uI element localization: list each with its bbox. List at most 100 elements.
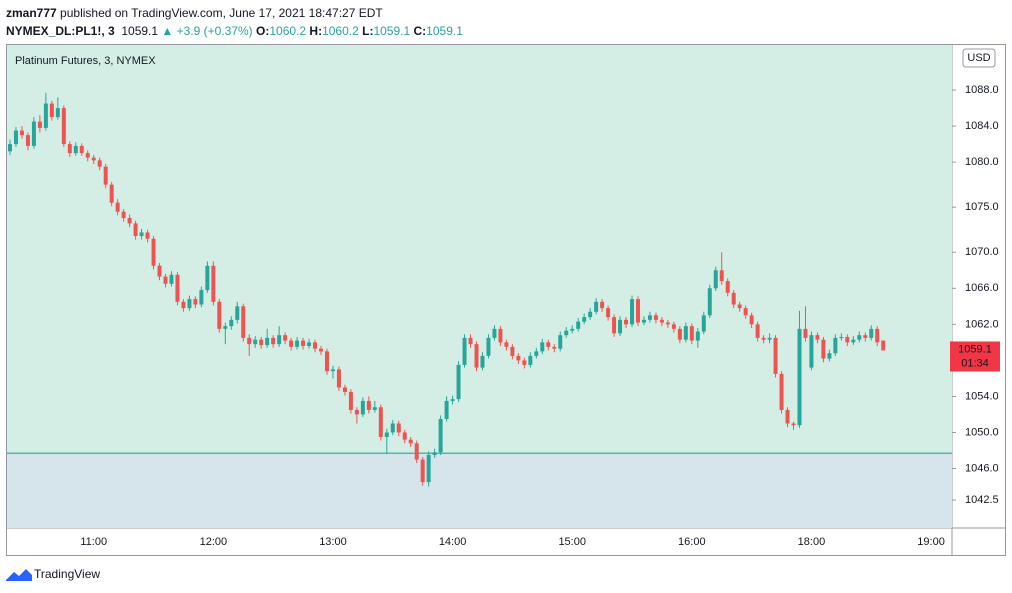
candle-body	[558, 335, 563, 349]
candle-body	[683, 326, 688, 340]
candle-body	[223, 326, 228, 329]
candle-body	[827, 353, 832, 359]
candle-body	[570, 328, 575, 331]
candle-body	[289, 340, 294, 347]
candle-body	[492, 328, 497, 338]
candle-body	[725, 281, 730, 293]
c: 1059.1	[426, 24, 463, 38]
candle-body	[761, 337, 766, 340]
candle-body	[241, 306, 246, 338]
candle-body	[49, 103, 54, 118]
h: 1060.2	[322, 24, 359, 38]
candle-body	[55, 108, 60, 118]
candle-body	[576, 321, 581, 329]
candle-body	[857, 335, 862, 340]
candle-body	[647, 315, 652, 320]
y-tick-label: 1088.0	[965, 84, 999, 96]
candle-body	[121, 211, 126, 219]
candle-body	[851, 339, 856, 343]
candle-body	[253, 339, 258, 345]
candle-body	[875, 328, 880, 343]
candle-body	[785, 409, 790, 424]
x-tick-label: 12:00	[200, 536, 228, 548]
candle-body	[115, 202, 120, 212]
candle-body	[336, 369, 341, 388]
y-tick-label: 1080.0	[965, 156, 999, 168]
candle-body	[342, 387, 347, 392]
x-tick-label: 19:00	[917, 536, 945, 548]
candle-body	[713, 270, 718, 289]
y-tick-label: 1046.0	[965, 462, 999, 474]
candle-body	[247, 337, 252, 345]
candle-body	[803, 328, 808, 338]
candle-body	[157, 265, 162, 277]
candle-body	[366, 400, 371, 410]
candle-body	[438, 418, 443, 453]
o-label: O:	[256, 24, 270, 38]
candle-body	[612, 317, 617, 334]
candle-body	[677, 328, 682, 340]
candle-body	[301, 340, 306, 346]
change: ▲ +3.9 (+0.37%)	[161, 24, 253, 38]
candle-body	[295, 340, 300, 347]
candle-body	[546, 342, 551, 347]
candle-body	[205, 265, 210, 291]
candle-body	[378, 407, 383, 437]
candle-body	[773, 337, 778, 374]
candle-body	[665, 322, 670, 325]
candle-body	[265, 337, 270, 346]
candle-body	[480, 355, 485, 368]
candle-body	[79, 145, 84, 154]
x-tick-label: 18:00	[798, 536, 826, 548]
candle-body	[181, 301, 186, 309]
y-tick-label: 1054.0	[965, 390, 999, 402]
candle-body	[175, 274, 180, 302]
candle-body	[659, 319, 664, 323]
candle-body	[127, 218, 132, 224]
candle-body	[707, 288, 712, 316]
candle-body	[307, 342, 312, 346]
y-tick-label: 1050.0	[965, 426, 999, 438]
candle-body	[671, 324, 676, 329]
candle-body	[133, 223, 138, 237]
candle-body	[630, 299, 635, 325]
candle-body	[845, 336, 850, 343]
candle-body	[354, 409, 359, 415]
candle-body	[516, 355, 521, 361]
candle-body	[815, 335, 820, 340]
candle-body	[833, 337, 838, 354]
x-tick-label: 15:00	[558, 536, 586, 548]
x-tick-label: 11:00	[80, 536, 107, 548]
l-label: L:	[362, 24, 374, 38]
candle-body	[37, 121, 42, 128]
plot	[7, 45, 952, 528]
candle-body	[510, 346, 515, 356]
candle-body	[600, 301, 605, 309]
y-tick-label: 1066.0	[965, 282, 999, 294]
candle-body	[217, 301, 222, 329]
currency-box[interactable]	[962, 48, 996, 68]
candle-body	[791, 423, 796, 426]
candle-body	[450, 399, 455, 401]
candle-body	[7, 144, 12, 152]
candle-body	[462, 337, 467, 365]
candle-body	[390, 423, 395, 433]
candle-body	[468, 337, 473, 345]
candle-body	[199, 290, 204, 305]
price: 1059.1	[121, 24, 159, 38]
y-tick-label: 1042.5	[965, 494, 999, 506]
footer: TradingView	[34, 567, 101, 581]
below-region	[7, 453, 952, 528]
candle-body	[97, 160, 102, 167]
candle-body	[564, 330, 569, 336]
candle-body	[534, 351, 539, 356]
publisher: zman777	[6, 6, 57, 20]
candle-body	[456, 364, 461, 400]
candle-body	[606, 308, 611, 318]
logo-shape	[6, 569, 32, 581]
candle-body	[695, 331, 700, 341]
candle-body	[151, 238, 156, 266]
candle-body	[67, 144, 72, 154]
candle-body	[701, 315, 706, 332]
